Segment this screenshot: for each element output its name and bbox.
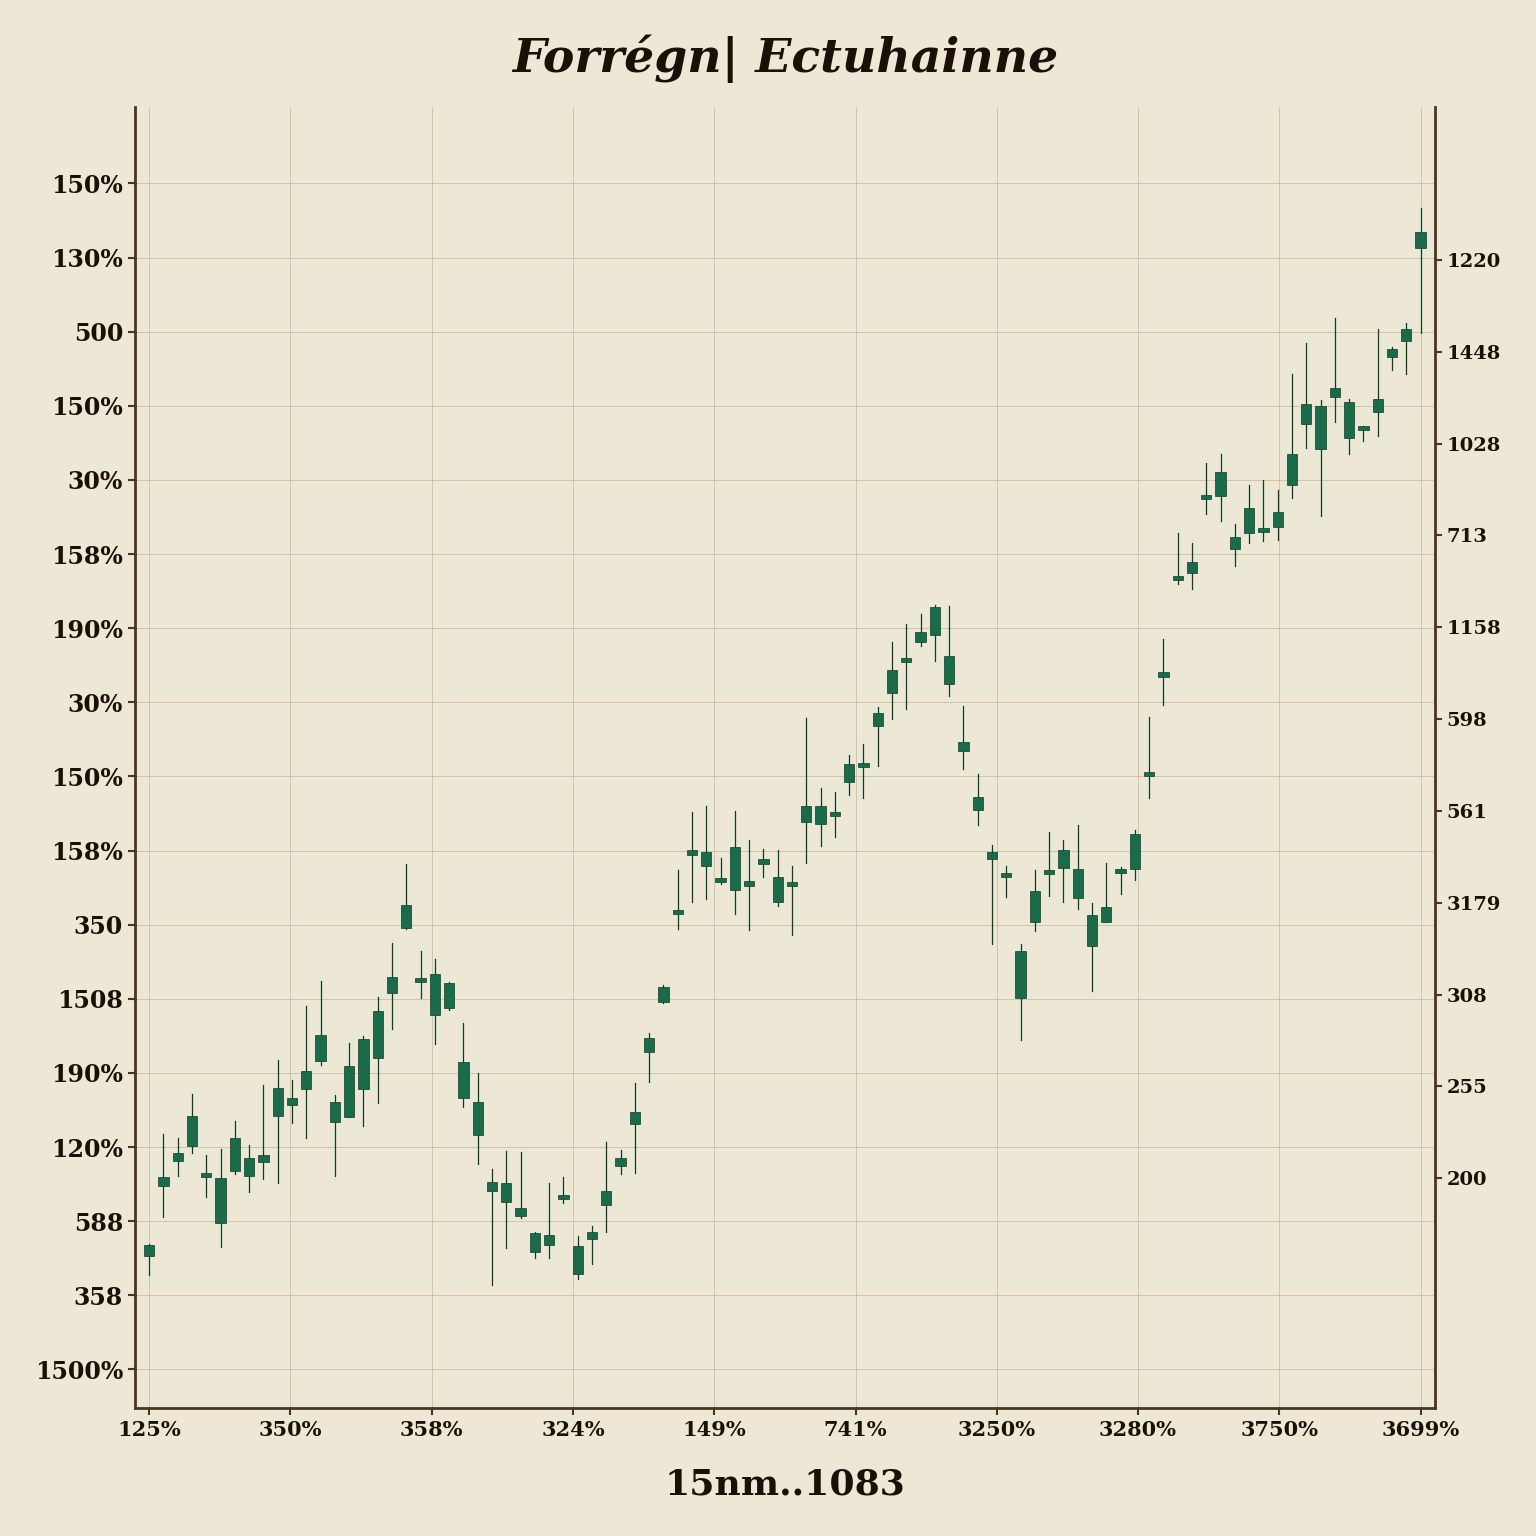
Bar — [802, 805, 811, 822]
Bar — [1144, 771, 1154, 776]
Bar — [358, 1038, 369, 1089]
Bar — [1387, 349, 1398, 356]
Bar — [1058, 849, 1069, 868]
Bar — [759, 859, 768, 865]
Bar — [172, 1154, 183, 1161]
Bar — [1115, 869, 1126, 872]
Bar — [272, 1087, 283, 1115]
Bar — [1072, 869, 1083, 899]
Bar — [1101, 908, 1112, 922]
Bar — [945, 656, 954, 685]
Title: Forrégn| Ectuhainne: Forrégn| Ectuhainne — [511, 35, 1058, 83]
Bar — [1301, 404, 1312, 424]
Bar — [786, 882, 797, 886]
Bar — [444, 983, 455, 1008]
X-axis label: 15nm..1083: 15nm..1083 — [665, 1467, 905, 1501]
Bar — [1087, 915, 1097, 946]
Bar — [673, 909, 684, 914]
Bar — [902, 659, 911, 662]
Bar — [1187, 562, 1197, 573]
Bar — [401, 905, 412, 928]
Bar — [986, 852, 997, 859]
Bar — [473, 1103, 482, 1135]
Bar — [1373, 399, 1382, 412]
Bar — [187, 1115, 197, 1146]
Bar — [700, 852, 711, 866]
Bar — [630, 1112, 641, 1123]
Bar — [244, 1158, 255, 1177]
Bar — [601, 1190, 611, 1206]
Bar — [544, 1235, 554, 1246]
Bar — [972, 797, 983, 811]
Bar — [929, 607, 940, 636]
Bar — [915, 633, 926, 642]
Bar — [716, 877, 725, 882]
Bar — [730, 848, 740, 889]
Bar — [1001, 872, 1011, 877]
Bar — [773, 877, 783, 902]
Bar — [258, 1155, 269, 1161]
Bar — [1272, 511, 1283, 527]
Bar — [201, 1174, 212, 1177]
Bar — [1358, 427, 1369, 430]
Bar — [1158, 671, 1169, 677]
Bar — [958, 742, 969, 751]
Bar — [644, 1038, 654, 1052]
Bar — [816, 806, 826, 825]
Bar — [215, 1178, 226, 1223]
Bar — [558, 1195, 568, 1200]
Bar — [687, 851, 697, 856]
Bar — [1172, 576, 1183, 581]
Bar — [301, 1071, 312, 1089]
Bar — [1129, 834, 1140, 869]
Bar — [415, 978, 425, 982]
Bar — [886, 670, 897, 693]
Bar — [330, 1101, 339, 1121]
Bar — [287, 1098, 296, 1104]
Bar — [843, 763, 854, 782]
Bar — [1415, 232, 1425, 247]
Bar — [573, 1246, 582, 1273]
Bar — [1344, 402, 1355, 438]
Bar — [230, 1138, 240, 1172]
Bar — [1287, 455, 1296, 485]
Bar — [859, 763, 868, 766]
Bar — [1330, 387, 1339, 398]
Bar — [1215, 473, 1226, 496]
Bar — [1015, 951, 1026, 997]
Bar — [530, 1232, 541, 1252]
Bar — [430, 974, 439, 1015]
Bar — [373, 1011, 382, 1058]
Bar — [387, 977, 398, 992]
Bar — [587, 1232, 598, 1240]
Bar — [1230, 538, 1240, 548]
Bar — [344, 1066, 355, 1117]
Bar — [659, 988, 668, 1001]
Bar — [1201, 495, 1212, 499]
Bar — [501, 1183, 511, 1201]
Bar — [829, 813, 840, 816]
Bar — [1029, 891, 1040, 923]
Bar — [872, 714, 883, 727]
Bar — [1401, 329, 1412, 341]
Bar — [487, 1183, 498, 1190]
Bar — [1315, 406, 1326, 450]
Bar — [616, 1158, 625, 1166]
Bar — [315, 1035, 326, 1061]
Bar — [516, 1209, 525, 1215]
Bar — [158, 1177, 169, 1186]
Bar — [1244, 508, 1255, 533]
Bar — [743, 880, 754, 886]
Bar — [1258, 528, 1269, 531]
Bar — [458, 1063, 468, 1098]
Bar — [144, 1244, 154, 1256]
Bar — [1044, 869, 1054, 874]
